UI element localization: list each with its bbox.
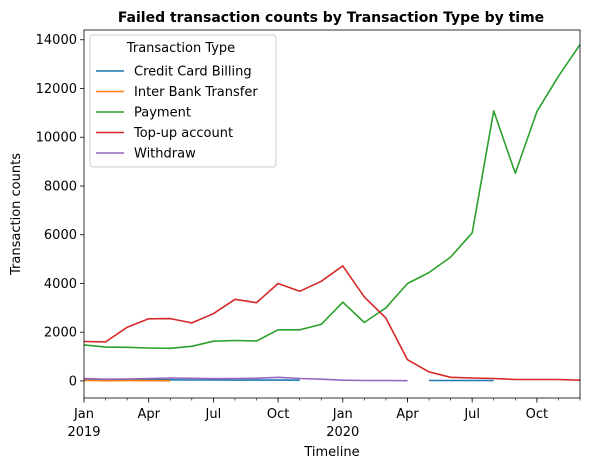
- x-tick-label: Jan: [332, 407, 353, 422]
- y-tick-label: 0: [69, 374, 77, 389]
- legend-box: [89, 34, 277, 168]
- y-axis-label: Transaction counts: [9, 153, 24, 276]
- x-axis-label: Timeline: [303, 445, 359, 460]
- x-tick-label: Apr: [137, 407, 160, 422]
- y-axis: 0 2000 4000 6000 8000 10000 12000 14000: [36, 33, 84, 389]
- plot-frame: [83, 29, 581, 399]
- chart-title: Failed transaction counts by Transaction…: [118, 10, 544, 26]
- series-line-top-up-account: [83, 265, 581, 381]
- y-tick-label: 12000: [36, 82, 77, 97]
- legend-entry-label: Withdraw: [134, 147, 196, 162]
- x-tick-label: Oct: [267, 407, 289, 422]
- x-tick-label: Jul: [463, 407, 480, 422]
- series-withdraw: [83, 376, 408, 382]
- series-line-payment: [83, 44, 581, 350]
- series-top-up-account: [83, 265, 581, 381]
- series-layer: [83, 44, 581, 382]
- series-payment: [83, 44, 581, 350]
- y-tick-label: 4000: [44, 277, 77, 292]
- y-tick-label: 6000: [44, 228, 77, 243]
- x-axis: Jan 2019 Apr Jul Oct Jan 2020 Apr Jul Oct: [67, 398, 581, 440]
- series-line-withdraw: [83, 376, 408, 382]
- x-tick-label: Jul: [205, 407, 222, 422]
- legend-entry-label: Inter Bank Transfer: [134, 85, 258, 100]
- legend: Transaction Type Credit Card Billing Inter…: [89, 34, 277, 168]
- y-tick-label: 2000: [44, 326, 77, 341]
- x-tick-year-label: 2020: [326, 425, 359, 440]
- y-tick-label: 10000: [36, 131, 77, 146]
- x-tick-label: Jan: [73, 407, 94, 422]
- legend-entry-label: Credit Card Billing: [134, 65, 252, 80]
- y-tick-label: 14000: [36, 33, 77, 48]
- x-tick-year-label: 2019: [67, 425, 100, 440]
- x-tick-label: Oct: [526, 407, 548, 422]
- legend-entry-label: Top-up account: [133, 126, 233, 141]
- legend-entry-label: Payment: [134, 106, 191, 121]
- legend-title: Transaction Type: [126, 41, 235, 56]
- y-tick-label: 8000: [44, 179, 77, 194]
- x-tick-label: Apr: [396, 407, 419, 422]
